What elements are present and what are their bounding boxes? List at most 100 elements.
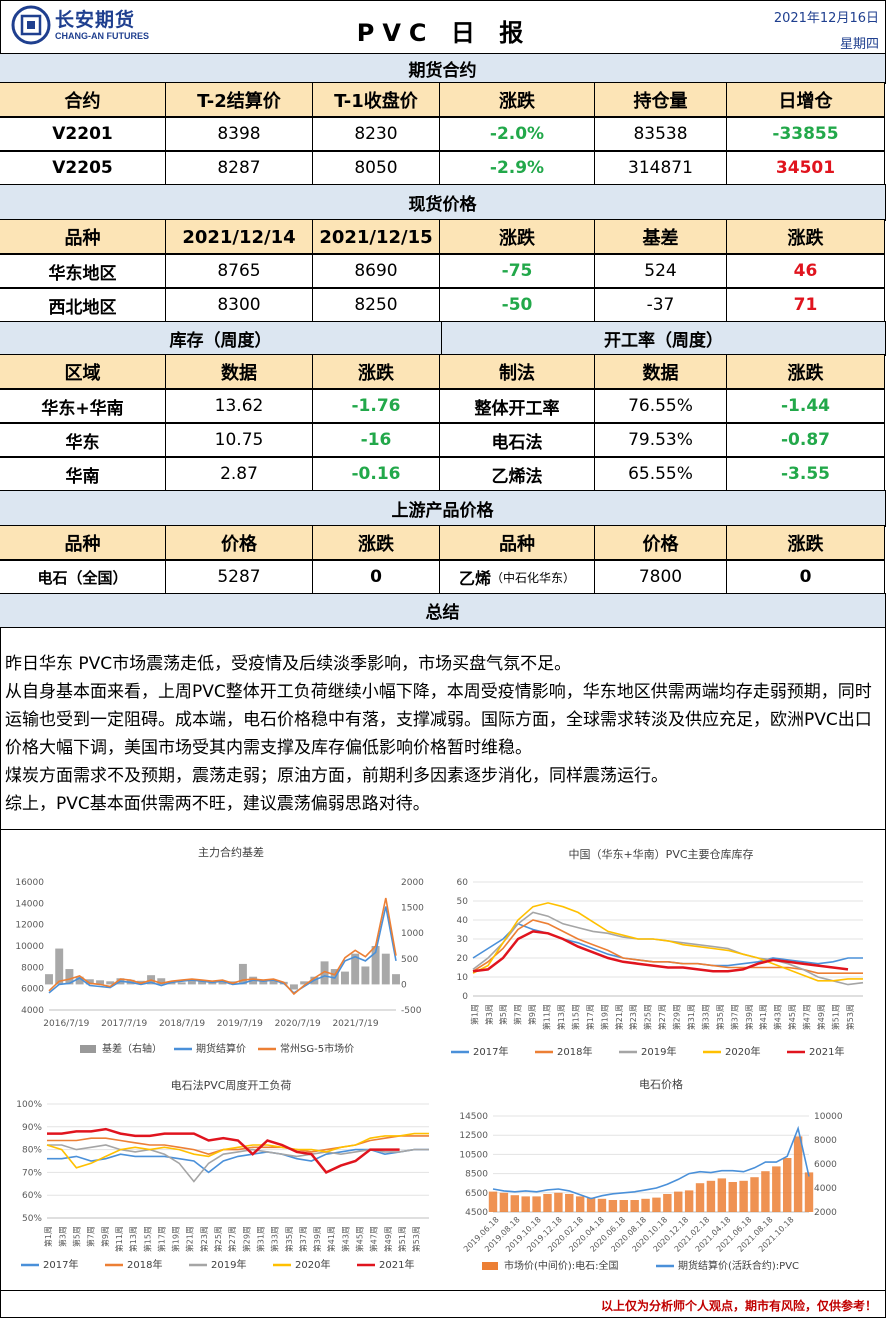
series-bar xyxy=(238,963,247,985)
y-tick-label: 14000 xyxy=(15,899,44,909)
series-bar xyxy=(361,966,370,985)
y-right-tick-label: 2000 xyxy=(814,1208,837,1218)
series-bar xyxy=(684,1190,694,1212)
inventory-change: -0.16 xyxy=(312,456,440,492)
price-change: -2.9% xyxy=(439,150,595,186)
series-bar xyxy=(739,1180,748,1212)
legend-label: 2020年 xyxy=(725,1045,760,1058)
series-bar xyxy=(157,978,166,985)
series-bar xyxy=(728,1182,737,1212)
inventory-change: -16 xyxy=(312,422,440,458)
y-right-tick-label: 0 xyxy=(401,980,407,990)
table-row: 华东地区 8765 8690 -75 524 46 xyxy=(0,253,886,289)
series-line xyxy=(472,911,864,986)
y-tick-label: 4000 xyxy=(21,1006,44,1016)
price-day-1: 8765 xyxy=(165,253,313,289)
price-change: -2.0% xyxy=(439,116,595,152)
series-bar xyxy=(259,981,268,985)
col-data: 数据 xyxy=(594,354,727,390)
x-tick-label: 第7周 xyxy=(86,1226,96,1247)
chart-title: 中国（华东+华南）PVC主要仓库库存 xyxy=(568,847,753,861)
legend-label: 2021年 xyxy=(809,1045,844,1058)
series-bar xyxy=(608,1200,618,1212)
col-open-interest: 持仓量 xyxy=(594,82,727,118)
series-bar xyxy=(586,1197,596,1212)
summary-paragraph: 从自身基本面来看，上周PVC整体开工负荷继续小幅下降，本周受疫情影响，华东地区供… xyxy=(5,682,872,758)
legend-label: 2017年 xyxy=(43,1258,78,1271)
table-row: V2205 8287 8050 -2.9% 314871 34501 xyxy=(0,150,886,186)
series-bar xyxy=(55,948,64,985)
operating-rate: 76.55% xyxy=(594,388,727,424)
y-tick-label: 4500 xyxy=(465,1208,488,1218)
x-tick-label: 第41周 xyxy=(758,1004,768,1030)
x-tick-label: 第27周 xyxy=(227,1226,237,1252)
operating-rate: 79.53% xyxy=(594,422,727,458)
y-tick-label: 60 xyxy=(457,878,469,888)
series-bar xyxy=(706,1180,716,1212)
table-row: 华南 2.87 -0.16 乙烯法 65.55% -3.55 xyxy=(0,456,886,492)
inventory-change: -1.76 xyxy=(312,388,440,424)
y-tick-label: 10500 xyxy=(459,1150,488,1160)
col-variety: 品种 xyxy=(439,525,595,561)
series-bar xyxy=(554,1192,563,1212)
upstream-section-title: 上游产品价格 xyxy=(0,490,886,527)
process-name: 整体开工率 xyxy=(439,388,595,424)
x-tick-label: 第43周 xyxy=(773,1004,783,1030)
col-date-1: 2021/12/14 xyxy=(165,219,313,255)
x-tick-label: 第5周 xyxy=(72,1226,82,1247)
region-name: 华南 xyxy=(0,456,166,492)
col-change: 涨跌 xyxy=(726,525,885,561)
legend-swatch xyxy=(80,1045,96,1053)
y-tick-label: 6500 xyxy=(465,1189,488,1199)
series-line xyxy=(472,922,863,967)
operating-change: -3.55 xyxy=(726,456,885,492)
legend-label: 2019年 xyxy=(641,1045,676,1058)
oi-change: -33855 xyxy=(726,116,885,152)
x-tick-label: 第17周 xyxy=(585,1004,595,1030)
legend-label: 市场价(中间价):电石:全国 xyxy=(504,1259,619,1272)
col-price: 价格 xyxy=(594,525,727,561)
x-tick-label: 2021/7/19 xyxy=(332,1019,378,1029)
y-tick-label: 6000 xyxy=(21,985,44,995)
series-bar xyxy=(641,1198,650,1212)
upstream-section-row: 上游产品价格 xyxy=(0,490,886,527)
series-bar xyxy=(341,971,349,985)
footer: 以上仅为分析师个人观点，期市有风险，仅供参考！ xyxy=(0,1290,886,1318)
series-bar xyxy=(106,981,115,985)
series-bar xyxy=(320,961,329,985)
series-bar xyxy=(392,974,400,985)
charts-panel: 主力合约基差 4000 6000 8000 10000 12000 14000 16000 -5… xyxy=(0,829,886,1291)
spot-section-title: 现货价格 xyxy=(0,184,886,221)
series-bar xyxy=(521,1196,530,1212)
inventory-value: 2.87 xyxy=(165,456,313,492)
x-tick-label: 第11周 xyxy=(114,1226,124,1252)
price-day-1: 8300 xyxy=(165,287,313,323)
x-tick-label: 第7周 xyxy=(513,1004,523,1025)
y-tick-label: 14500 xyxy=(459,1112,488,1122)
col-price: 价格 xyxy=(165,525,313,561)
x-tick-label: 第17周 xyxy=(156,1226,166,1252)
y-tick-label: 80% xyxy=(22,1146,42,1156)
col-t1-close: T-1收盘价 xyxy=(312,82,440,118)
y-tick-label: 100% xyxy=(16,1100,42,1110)
table-row: 华东+华南 13.62 -1.76 整体开工率 76.55% -1.44 xyxy=(0,388,886,424)
y-right-tick-label: -500 xyxy=(401,1006,422,1016)
table-row: 华东 10.75 -16 电石法 79.53% -0.87 xyxy=(0,422,886,458)
brand-name-en: CHANG-AN FUTURES xyxy=(55,31,149,41)
series-bar xyxy=(761,1171,770,1212)
series-bar xyxy=(198,980,207,985)
charts-canvas: 主力合约基差40006000800010000120001400016000-5… xyxy=(15,845,864,1272)
legend-label: 2021年 xyxy=(379,1258,414,1271)
x-tick-label: 第21周 xyxy=(614,1004,624,1030)
inventory-operating-header-row: 区域 数据 涨跌 制法 数据 涨跌 xyxy=(0,354,886,390)
x-tick-label: 第1周 xyxy=(43,1226,53,1247)
col-variety: 品种 xyxy=(0,219,166,255)
region-name: 华东地区 xyxy=(0,253,166,289)
x-tick-label: 第25周 xyxy=(643,1004,653,1030)
series-bar xyxy=(300,981,309,985)
legend-label: 2018年 xyxy=(557,1045,592,1058)
x-tick-label: 第47周 xyxy=(369,1226,379,1252)
x-tick-label: 第15周 xyxy=(142,1226,152,1252)
series-bar xyxy=(575,1196,585,1212)
